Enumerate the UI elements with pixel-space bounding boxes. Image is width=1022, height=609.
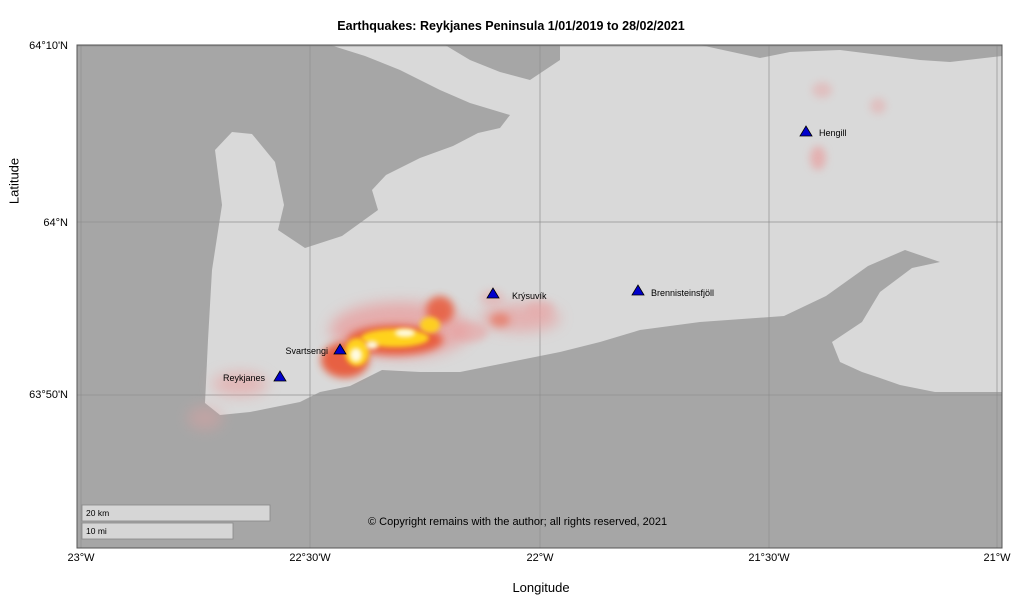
seismicity-cluster xyxy=(452,322,488,342)
seismicity-cluster xyxy=(366,341,378,349)
x-axis-label: Longitude xyxy=(512,580,570,595)
lon-tick: 21°W xyxy=(983,552,1011,564)
seismicity-cluster xyxy=(395,329,415,337)
lon-tick: 22°W xyxy=(526,552,554,564)
lon-tick: 22°30'W xyxy=(289,552,331,564)
volcano-triangle-icon xyxy=(799,125,813,137)
seismicity-cluster xyxy=(810,146,826,170)
seismicity-cluster xyxy=(426,296,454,324)
seismicity-cluster xyxy=(526,300,554,316)
seismicity-cluster xyxy=(212,372,268,396)
volcano-label: Reykjanes xyxy=(223,373,266,383)
seismicity-cluster xyxy=(870,98,886,114)
map-title: Earthquakes: Reykjanes Peninsula 1/01/20… xyxy=(337,19,685,33)
seismicity-cluster xyxy=(187,406,223,430)
scale-mi-label: 10 mi xyxy=(86,526,107,536)
lat-tick: 64°10'N xyxy=(29,40,68,52)
copyright-notice: © Copyright remains with the author; all… xyxy=(368,516,668,528)
volcano-markers: Reykjanes Svartsengi Krýsuvík Brennisteinsf… xyxy=(223,125,847,383)
scale-bar xyxy=(81,504,271,540)
seismicity-cluster xyxy=(812,82,832,98)
y-axis-label: Latitude xyxy=(6,157,22,205)
map-frame xyxy=(76,44,1003,549)
volcano-label: Krýsuvík xyxy=(512,291,547,301)
volcano-label: Svartsengi xyxy=(285,346,328,356)
volcano-triangle-icon xyxy=(486,287,500,299)
seismicity-heatmap xyxy=(187,82,886,430)
seismicity-cluster xyxy=(490,313,510,327)
volcano-label: Hengill xyxy=(819,128,847,138)
seismicity-cluster xyxy=(350,348,362,362)
volcano-label: Brennisteinsfjöll xyxy=(651,288,714,298)
volcano-triangle-icon xyxy=(631,284,645,296)
land-mass xyxy=(77,45,1002,415)
volcano-triangle-icon xyxy=(333,343,347,355)
bay-inlet xyxy=(700,45,1002,62)
lon-tick: 23°W xyxy=(67,552,95,564)
scale-km-label: 20 km xyxy=(86,508,110,518)
bay-upper xyxy=(445,45,560,80)
lat-tick: 64°N xyxy=(43,217,68,229)
lon-tick: 21°30'W xyxy=(748,552,790,564)
volcano-triangle-icon xyxy=(273,370,287,382)
lat-tick: 63°50'N xyxy=(29,389,68,401)
seismicity-cluster xyxy=(420,317,440,333)
